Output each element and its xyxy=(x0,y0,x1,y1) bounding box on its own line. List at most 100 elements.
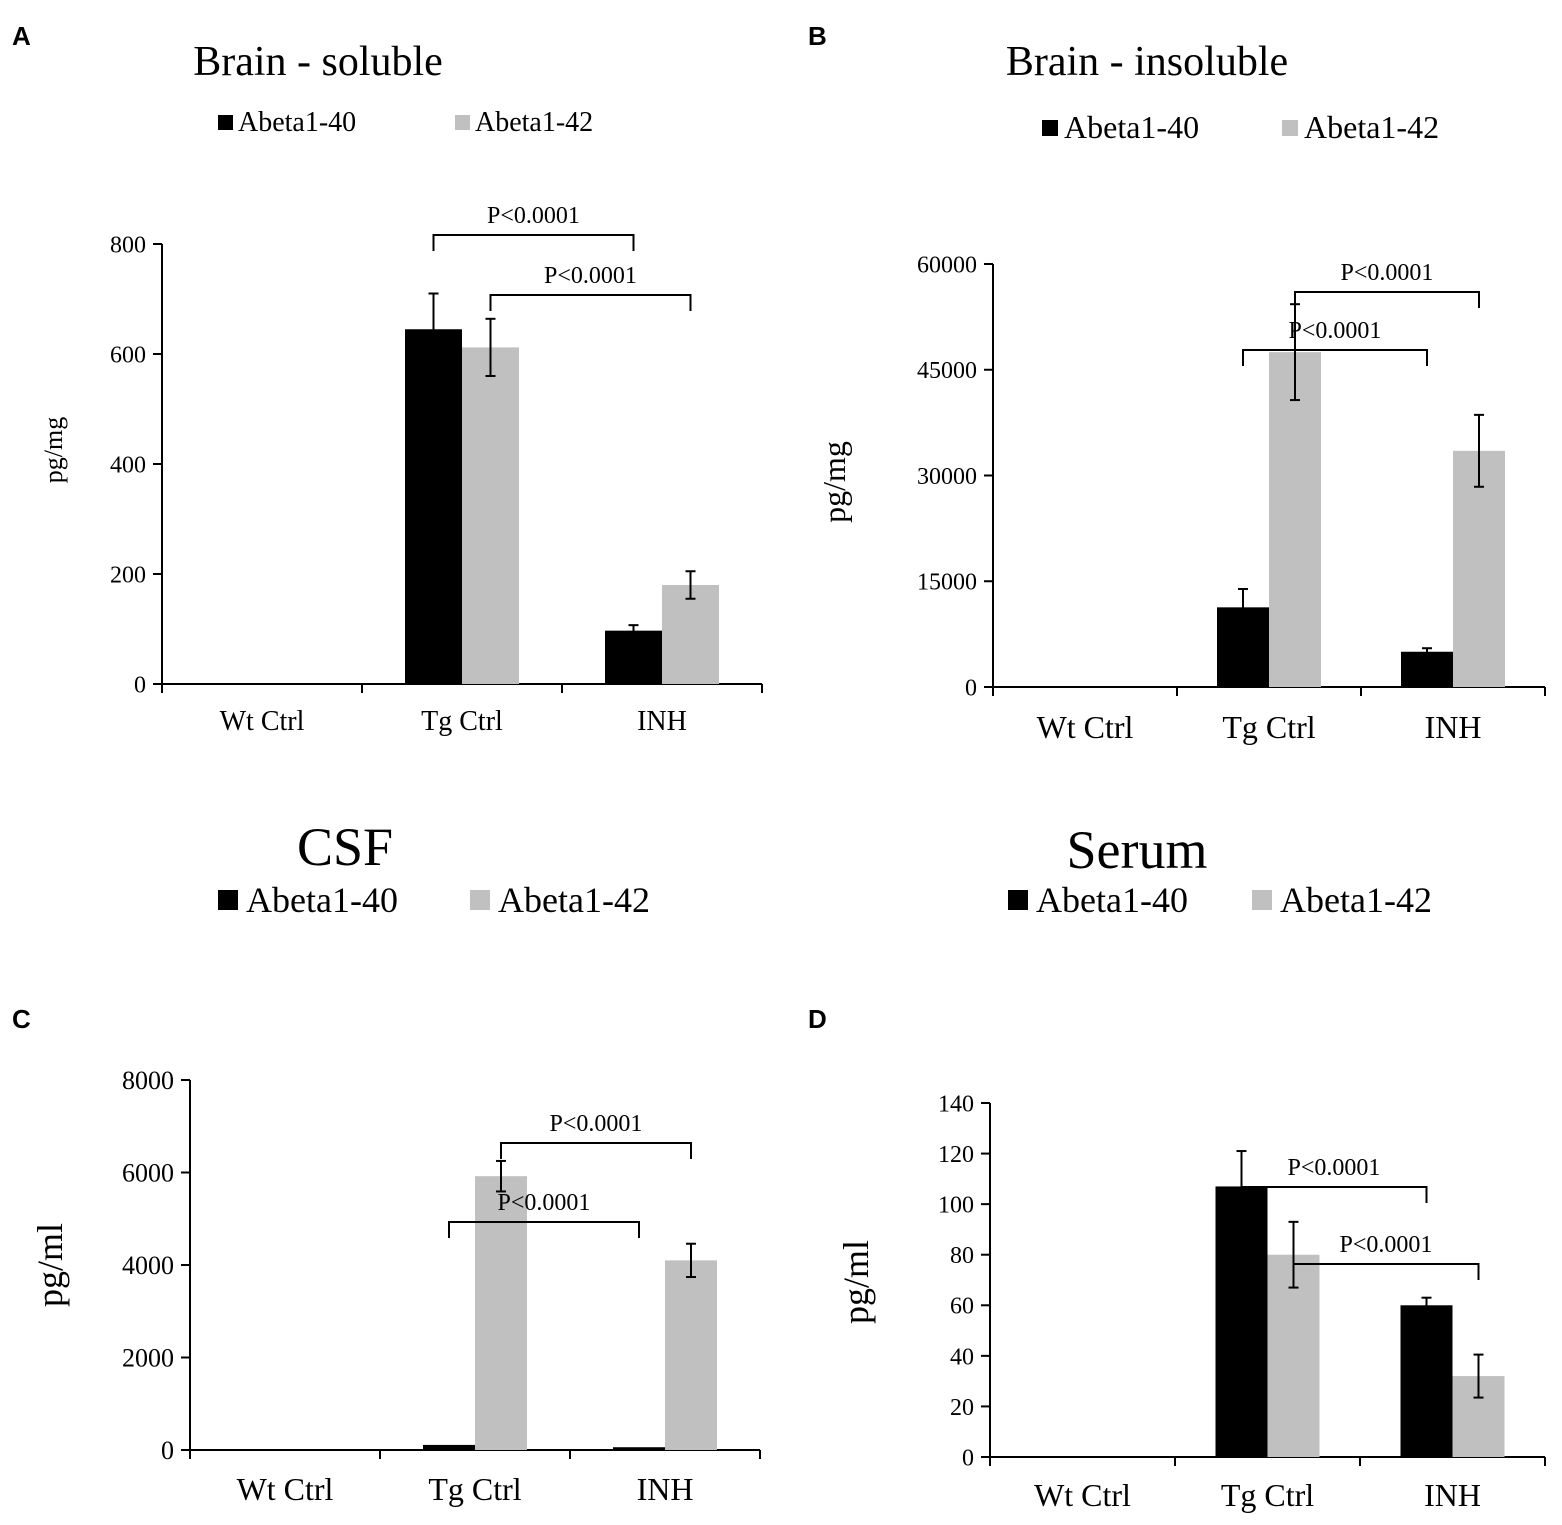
y-tick-label: 100 xyxy=(938,1193,974,1219)
y-tick-label: 400 xyxy=(110,452,146,478)
legend-swatch-abeta1-42 xyxy=(455,115,470,130)
x-tick-label: Tg Ctrl xyxy=(428,1471,521,1507)
y-axis-label: pg/mg xyxy=(39,417,68,483)
chart-title: CSF xyxy=(297,817,393,877)
y-tick-label: 15000 xyxy=(917,570,977,596)
y-tick-label: 0 xyxy=(962,1445,974,1471)
significance-bracket xyxy=(448,1221,640,1238)
x-tick-label: Wt Ctrl xyxy=(237,1471,334,1507)
bar xyxy=(405,329,462,684)
significance-bracket xyxy=(1292,1263,1480,1280)
p-value-label: P<0.0001 xyxy=(487,203,580,229)
panel-letter-d: D xyxy=(808,1004,827,1034)
significance-bracket xyxy=(489,294,692,311)
legend-swatch-abeta1-40 xyxy=(218,890,238,910)
legend-label-abeta1-42: Abeta1-42 xyxy=(1304,109,1439,145)
panel-letter-a: A xyxy=(12,21,31,51)
bar xyxy=(1215,1186,1268,1457)
bar xyxy=(1401,651,1453,687)
x-tick-label: INH xyxy=(637,706,687,737)
x-tick-label: Tg Ctrl xyxy=(1222,709,1315,745)
y-tick-label: 120 xyxy=(938,1142,974,1168)
legend-swatch-abeta1-42 xyxy=(470,890,490,910)
y-tick-label: 20 xyxy=(950,1395,974,1421)
y-tick-label: 800 xyxy=(110,232,146,258)
legend-label-abeta1-40: Abeta1-40 xyxy=(246,880,398,920)
significance-bracket xyxy=(1240,1186,1428,1203)
y-tick-label: 200 xyxy=(110,562,146,588)
legend-label-abeta1-40: Abeta1-40 xyxy=(1036,880,1188,920)
p-value-label: P<0.0001 xyxy=(498,1190,591,1216)
y-axis-label: pg/mg xyxy=(816,441,852,523)
significance-bracket xyxy=(500,1142,692,1159)
significance-bracket xyxy=(432,234,635,251)
panel-letter-b: B xyxy=(808,21,827,51)
x-tick-label: INH xyxy=(1424,1477,1481,1513)
chart-panel-b: Brain - insoluble Abeta1-40 Abeta1-42 pg… xyxy=(816,39,1546,745)
legend-swatch-abeta1-40 xyxy=(218,115,233,130)
y-tick-label: 140 xyxy=(938,1091,974,1117)
chart-title: Brain - soluble xyxy=(193,39,443,85)
y-tick-label: 2000 xyxy=(122,1344,174,1373)
y-tick-label: 0 xyxy=(134,672,146,698)
significance-bracket xyxy=(1242,349,1428,366)
p-value-label: P<0.0001 xyxy=(1288,1155,1381,1181)
bar xyxy=(605,630,662,684)
panel-letter-c: C xyxy=(12,1004,31,1034)
bar xyxy=(665,1260,717,1450)
legend: Abeta1-40 Abeta1-42 xyxy=(1042,109,1439,145)
x-tick-label: INH xyxy=(637,1471,694,1507)
chart-panel-d: Serum Abeta1-40 Abeta1-42 pg/ml 0 20 40 60 8… xyxy=(836,820,1546,1513)
chart-title: Brain - insoluble xyxy=(1006,39,1288,85)
x-tick-label: Wt Ctrl xyxy=(1034,1477,1131,1513)
x-tick-label: INH xyxy=(1425,709,1482,745)
y-axis-label: pg/ml xyxy=(836,1240,876,1324)
y-tick-label: 80 xyxy=(950,1243,974,1269)
bar xyxy=(1453,450,1505,687)
legend-swatch-abeta1-40 xyxy=(1008,890,1028,910)
bar xyxy=(423,1444,475,1450)
p-value-label: P<0.0001 xyxy=(544,263,637,289)
y-tick-label: 30000 xyxy=(917,464,977,490)
chart-panel-c: CSF Abeta1-40 Abeta1-42 pg/ml 0 2000 4000 6… xyxy=(30,817,761,1507)
y-tick-label: 0 xyxy=(161,1436,174,1465)
y-tick-label: 6000 xyxy=(122,1159,174,1188)
p-value-label: P<0.0001 xyxy=(1340,1232,1433,1258)
x-tick-label: Wt Ctrl xyxy=(1037,709,1134,745)
x-tick-label: Tg Ctrl xyxy=(1221,1477,1314,1513)
legend-label-abeta1-40: Abeta1-40 xyxy=(1064,109,1199,145)
p-value-label: P<0.0001 xyxy=(550,1111,643,1137)
legend: Abeta1-40 Abeta1-42 xyxy=(218,880,650,920)
y-tick-label: 40 xyxy=(950,1344,974,1370)
chart-title: Serum xyxy=(1067,820,1208,880)
p-value-label: P<0.0001 xyxy=(1289,318,1382,344)
legend-swatch-abeta1-42 xyxy=(1282,120,1298,136)
legend: Abeta1-40 Abeta1-42 xyxy=(218,107,593,138)
significance-bracket xyxy=(1294,291,1480,308)
bar xyxy=(1269,352,1321,687)
legend-label-abeta1-42: Abeta1-42 xyxy=(1280,880,1432,920)
legend-swatch-abeta1-40 xyxy=(1042,120,1058,136)
bar xyxy=(662,585,719,684)
bar xyxy=(475,1176,527,1450)
legend-label-abeta1-42: Abeta1-42 xyxy=(498,880,650,920)
bar xyxy=(613,1447,665,1450)
p-value-label: P<0.0001 xyxy=(1341,260,1434,286)
y-axis-label: pg/ml xyxy=(30,1223,70,1307)
x-tick-label: Wt Ctrl xyxy=(220,706,305,737)
legend-label-abeta1-42: Abeta1-42 xyxy=(475,107,593,138)
legend: Abeta1-40 Abeta1-42 xyxy=(1008,880,1432,920)
legend-swatch-abeta1-42 xyxy=(1252,890,1272,910)
y-tick-label: 45000 xyxy=(917,358,977,384)
y-tick-label: 60 xyxy=(950,1294,974,1320)
y-tick-label: 0 xyxy=(965,675,977,701)
bar xyxy=(1400,1305,1453,1457)
y-tick-label: 600 xyxy=(110,342,146,368)
y-tick-label: 60000 xyxy=(917,252,977,278)
y-tick-label: 4000 xyxy=(122,1251,174,1280)
chart-panel-a: Brain - soluble Abeta1-40 Abeta1-42 pg/m… xyxy=(39,39,763,737)
y-tick-label: 8000 xyxy=(122,1066,174,1095)
x-tick-label: Tg Ctrl xyxy=(421,706,503,737)
legend-label-abeta1-40: Abeta1-40 xyxy=(238,107,356,138)
